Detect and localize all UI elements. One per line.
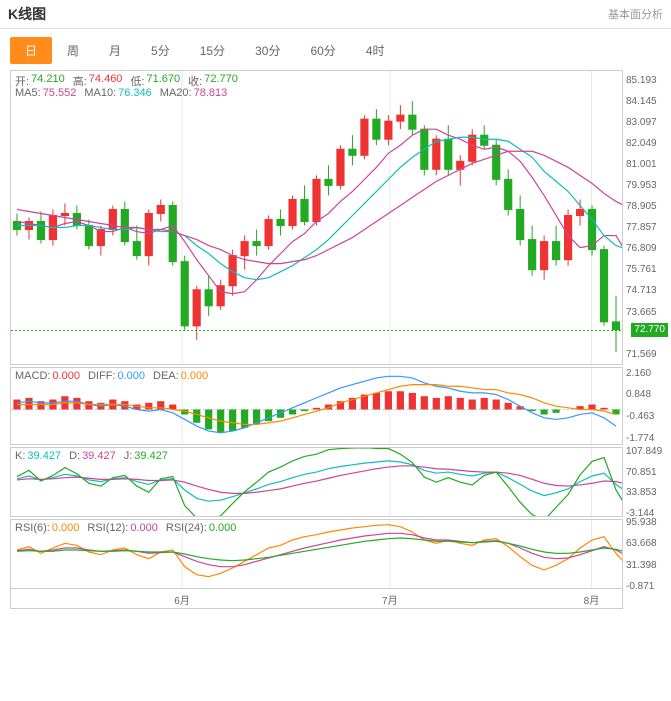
tab-60分[interactable]: 60分 [295, 37, 350, 64]
tab-5分[interactable]: 5分 [136, 37, 185, 64]
analysis-link[interactable]: 基本面分析 [608, 6, 663, 22]
current-price-label: 72.770 [631, 323, 668, 337]
tab-日[interactable]: 日 [10, 37, 52, 64]
x-axis: 6月7月8月 [10, 589, 623, 609]
rsi-panel: RSI(6):0.000RSI(12):0.000RSI(24):0.000 9… [10, 519, 623, 589]
chart-title: K线图 [8, 4, 46, 24]
tab-30分[interactable]: 30分 [240, 37, 295, 64]
tab-月[interactable]: 月 [94, 37, 136, 64]
tab-周[interactable]: 周 [52, 37, 94, 64]
macd-panel: MACD:0.000DIFF:0.000DEA:0.000 2.1600.848… [10, 367, 623, 445]
tab-15分[interactable]: 15分 [185, 37, 240, 64]
tab-4时[interactable]: 4时 [351, 37, 400, 64]
timeframe-tabs: 日周月5分15分30分60分4时 [0, 29, 671, 68]
kdj-panel: K:39.427D:39.427J:39.427 107.84970.85133… [10, 447, 623, 517]
main-chart-panel: 开:74.210高:74.460低:71.670收:72.770 MA5:75.… [10, 70, 623, 365]
